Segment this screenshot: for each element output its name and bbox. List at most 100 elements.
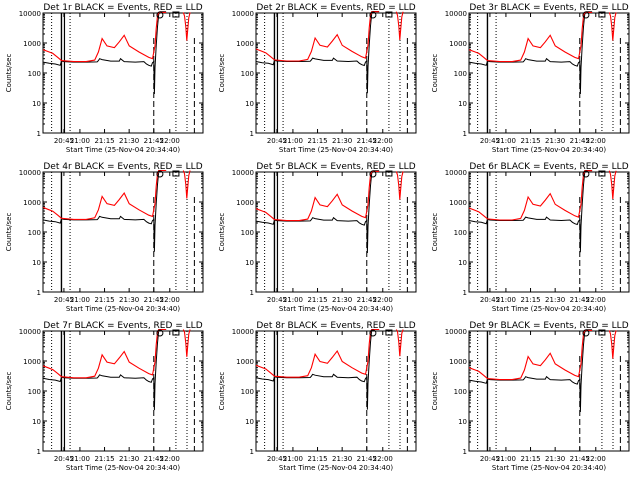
- x-tick-label: 20:45: [54, 455, 74, 463]
- x-tick-label: 21:30: [332, 455, 352, 463]
- y-axis-label: Counts/sec: [218, 372, 226, 411]
- y-tick-label: 1000: [449, 199, 467, 207]
- x-tick-label: 21:00: [283, 137, 303, 145]
- x-tick-label: 21:30: [545, 296, 565, 304]
- y-tick-label: 1: [463, 448, 467, 456]
- x-tick-label: 22:00: [160, 455, 180, 463]
- x-tick-label: 21:00: [70, 455, 90, 463]
- x-tick-label: 21:15: [520, 455, 540, 463]
- x-tick-label: 21:45: [357, 455, 377, 463]
- x-tick-label: 21:45: [570, 455, 590, 463]
- events-series-line: [42, 11, 167, 95]
- x-tick-label: 21:45: [570, 296, 590, 304]
- y-tick-label: 10000: [232, 10, 254, 18]
- y-tick-label: 10000: [19, 169, 41, 177]
- x-tick-label: 21:30: [545, 455, 565, 463]
- x-axis-label: Start Time (25-Nov-04 20:34:40): [279, 464, 393, 472]
- x-tick-label: 21:15: [307, 137, 327, 145]
- y-tick-label: 10: [458, 100, 467, 108]
- x-tick-label: 20:45: [480, 137, 500, 145]
- y-axis-label: Counts/sec: [218, 213, 226, 252]
- x-tick-label: 21:45: [570, 137, 590, 145]
- y-tick-label: 10000: [19, 10, 41, 18]
- x-tick-label: 20:45: [54, 137, 74, 145]
- x-tick-label: 21:45: [144, 137, 164, 145]
- x-tick-label: 21:15: [94, 137, 114, 145]
- panel-title: Det 9r BLACK = Events, RED = LLD: [469, 321, 628, 331]
- square-marker: [385, 170, 393, 177]
- lld-series-line: [468, 11, 593, 63]
- y-tick-label: 100: [241, 388, 254, 396]
- events-series-line: [42, 170, 167, 252]
- x-tick-label: 21:30: [332, 296, 352, 304]
- x-tick-label: 21:00: [496, 137, 516, 145]
- plot-frame: [468, 330, 630, 452]
- y-tick-label: 1000: [23, 358, 41, 366]
- panel-7: Det 7r BLACK = Events, RED = LLD Counts/s…: [5, 321, 204, 472]
- circle-marker: [156, 329, 164, 337]
- square-marker: [598, 329, 606, 336]
- y-tick-label: 100: [454, 388, 467, 396]
- x-tick-label: 21:00: [283, 296, 303, 304]
- x-tick-label: 21:00: [496, 296, 516, 304]
- panel-8: Det 8r BLACK = Events, RED = LLD Counts/s…: [218, 321, 417, 472]
- y-axis-label: Counts/sec: [5, 372, 13, 411]
- x-tick-label: 21:00: [496, 455, 516, 463]
- y-tick-label: 10000: [232, 169, 254, 177]
- panel-title: Det 8r BLACK = Events, RED = LLD: [256, 321, 415, 331]
- x-tick-label: 21:30: [119, 455, 139, 463]
- lld-tail-line: [608, 12, 617, 41]
- y-tick-label: 1: [463, 130, 467, 138]
- y-tick-label: 1000: [449, 40, 467, 48]
- x-tick-label: 20:45: [480, 296, 500, 304]
- x-tick-label: 21:15: [94, 296, 114, 304]
- x-tick-label: 20:45: [267, 296, 287, 304]
- y-tick-label: 10000: [445, 328, 467, 336]
- circle-marker: [369, 170, 377, 178]
- circle-marker: [369, 329, 377, 337]
- x-tick-label: 21:30: [545, 137, 565, 145]
- x-tick-label: 21:45: [357, 296, 377, 304]
- x-tick-label: 22:00: [586, 296, 606, 304]
- x-tick-label: 21:00: [70, 296, 90, 304]
- y-tick-label: 10000: [19, 328, 41, 336]
- y-axis-label: Counts/sec: [431, 372, 439, 411]
- x-tick-label: 21:15: [520, 296, 540, 304]
- x-axis-label: Start Time (25-Nov-04 20:34:40): [66, 464, 180, 472]
- x-axis-label: Start Time (25-Nov-04 20:34:40): [279, 305, 393, 313]
- y-tick-label: 10: [32, 418, 41, 426]
- y-tick-label: 10000: [445, 10, 467, 18]
- y-tick-label: 100: [28, 229, 41, 237]
- y-tick-label: 10: [245, 259, 254, 267]
- x-axis-label: Start Time (25-Nov-04 20:34:40): [492, 146, 606, 154]
- x-tick-label: 22:00: [373, 455, 393, 463]
- events-series-line: [255, 170, 380, 254]
- y-axis-label: Counts/sec: [431, 213, 439, 252]
- plot-frame: [468, 171, 630, 293]
- y-axis-label: Counts/sec: [431, 54, 439, 93]
- lld-series-line: [255, 170, 380, 222]
- plot-frame: [255, 171, 417, 293]
- lld-series-line: [468, 170, 593, 221]
- y-tick-label: 1000: [236, 199, 254, 207]
- y-tick-label: 10: [245, 418, 254, 426]
- panel-5: Det 5r BLACK = Events, RED = LLD Counts/s…: [218, 162, 417, 313]
- y-tick-label: 1000: [23, 199, 41, 207]
- y-tick-label: 1: [250, 448, 254, 456]
- circle-marker: [369, 11, 377, 19]
- x-tick-label: 22:00: [586, 455, 606, 463]
- y-tick-label: 1: [250, 130, 254, 138]
- y-tick-label: 1: [37, 448, 41, 456]
- panel-title: Det 7r BLACK = Events, RED = LLD: [43, 321, 202, 331]
- y-tick-label: 1000: [449, 358, 467, 366]
- lld-series-line: [42, 11, 167, 63]
- y-tick-label: 100: [454, 70, 467, 78]
- y-axis-label: Counts/sec: [218, 54, 226, 93]
- plot-frame: [42, 171, 204, 293]
- y-tick-label: 10000: [232, 328, 254, 336]
- circle-marker: [582, 170, 590, 178]
- x-axis-label: Start Time (25-Nov-04 20:34:40): [279, 146, 393, 154]
- x-tick-label: 22:00: [373, 137, 393, 145]
- x-tick-label: 20:45: [480, 455, 500, 463]
- x-axis-label: Start Time (25-Nov-04 20:34:40): [66, 146, 180, 154]
